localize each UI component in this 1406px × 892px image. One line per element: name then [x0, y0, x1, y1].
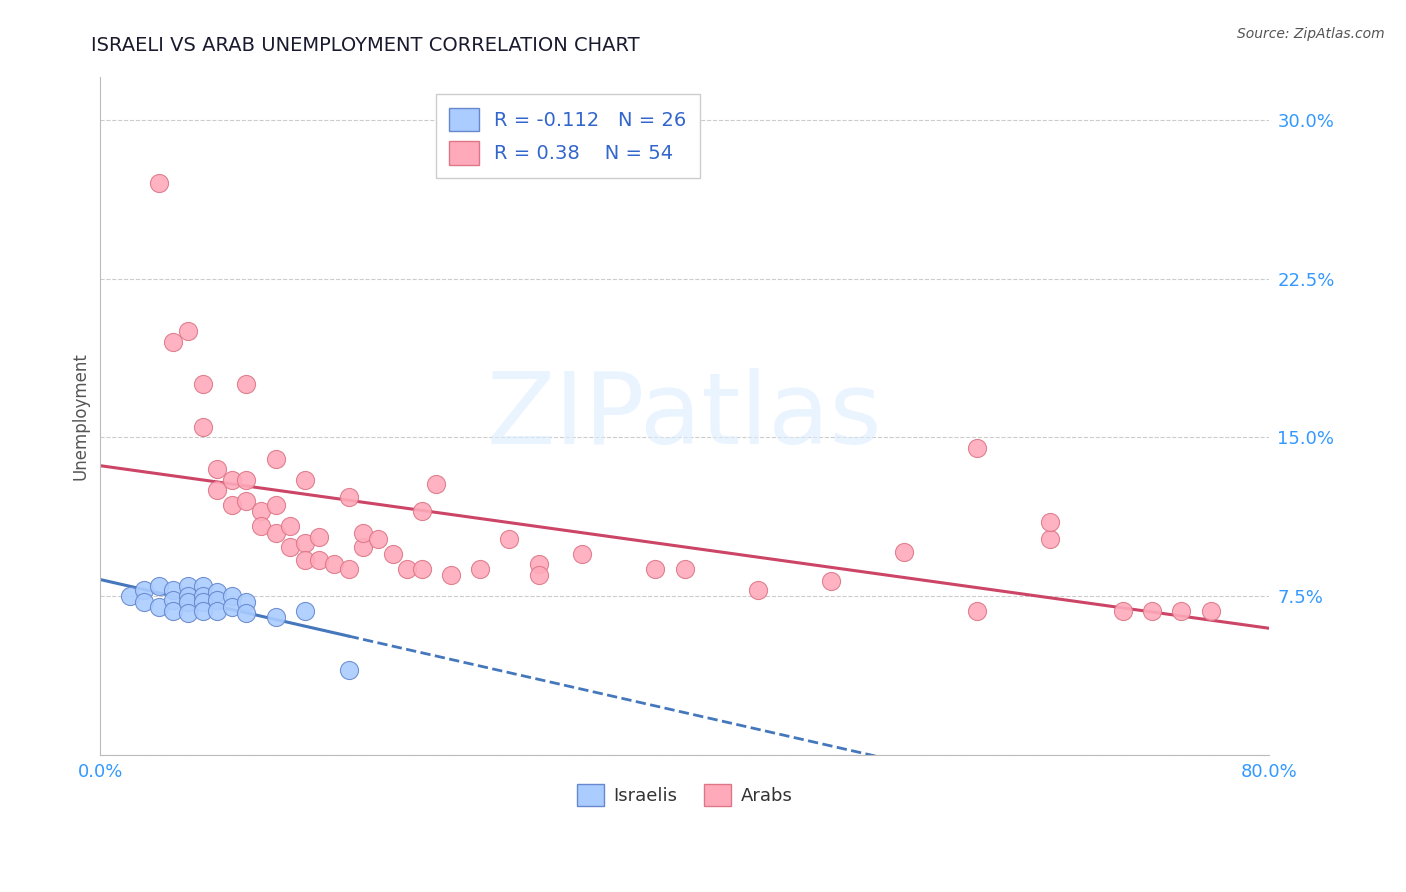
Point	[571, 547, 593, 561]
Point	[177, 325, 200, 339]
Text: ISRAELI VS ARAB UNEMPLOYMENT CORRELATION CHART: ISRAELI VS ARAB UNEMPLOYMENT CORRELATION…	[91, 36, 640, 54]
Point	[527, 568, 550, 582]
Point	[352, 541, 374, 555]
Point	[411, 561, 433, 575]
Point	[1140, 604, 1163, 618]
Point	[644, 561, 666, 575]
Point	[177, 606, 200, 620]
Point	[205, 462, 228, 476]
Text: Source: ZipAtlas.com: Source: ZipAtlas.com	[1237, 27, 1385, 41]
Point	[1170, 604, 1192, 618]
Point	[367, 532, 389, 546]
Point	[337, 663, 360, 677]
Point	[235, 606, 257, 620]
Point	[747, 582, 769, 597]
Point	[294, 604, 316, 618]
Point	[893, 544, 915, 558]
Point	[411, 504, 433, 518]
Point	[221, 599, 243, 614]
Point	[966, 441, 988, 455]
Point	[470, 561, 492, 575]
Point	[148, 599, 170, 614]
Y-axis label: Unemployment: Unemployment	[72, 352, 89, 480]
Text: ZIPatlas: ZIPatlas	[486, 368, 883, 465]
Point	[264, 498, 287, 512]
Point	[134, 582, 156, 597]
Point	[221, 498, 243, 512]
Point	[191, 595, 214, 609]
Point	[118, 589, 141, 603]
Point	[308, 530, 330, 544]
Point	[191, 578, 214, 592]
Point	[264, 525, 287, 540]
Point	[278, 519, 301, 533]
Point	[205, 593, 228, 607]
Point	[205, 483, 228, 498]
Point	[352, 525, 374, 540]
Point	[323, 558, 346, 572]
Point	[162, 593, 184, 607]
Point	[250, 519, 273, 533]
Point	[191, 377, 214, 392]
Point	[177, 589, 200, 603]
Point	[294, 473, 316, 487]
Point	[221, 589, 243, 603]
Point	[205, 604, 228, 618]
Point	[1039, 532, 1062, 546]
Point	[337, 490, 360, 504]
Legend: Israelis, Arabs: Israelis, Arabs	[569, 777, 800, 814]
Point	[308, 553, 330, 567]
Point	[278, 541, 301, 555]
Point	[191, 589, 214, 603]
Point	[294, 536, 316, 550]
Point	[294, 553, 316, 567]
Point	[440, 568, 463, 582]
Point	[381, 547, 404, 561]
Point	[221, 473, 243, 487]
Point	[235, 595, 257, 609]
Point	[966, 604, 988, 618]
Point	[396, 561, 419, 575]
Point	[162, 334, 184, 349]
Point	[148, 578, 170, 592]
Point	[235, 493, 257, 508]
Point	[235, 377, 257, 392]
Point	[205, 585, 228, 599]
Point	[337, 561, 360, 575]
Point	[162, 582, 184, 597]
Point	[1199, 604, 1222, 618]
Point	[264, 610, 287, 624]
Point	[177, 578, 200, 592]
Point	[235, 473, 257, 487]
Point	[162, 604, 184, 618]
Point	[1039, 515, 1062, 529]
Point	[250, 504, 273, 518]
Point	[148, 176, 170, 190]
Point	[264, 451, 287, 466]
Point	[1112, 604, 1135, 618]
Point	[191, 604, 214, 618]
Point	[498, 532, 520, 546]
Point	[177, 595, 200, 609]
Point	[425, 477, 447, 491]
Point	[820, 574, 842, 589]
Point	[673, 561, 696, 575]
Point	[134, 595, 156, 609]
Point	[191, 419, 214, 434]
Point	[527, 558, 550, 572]
